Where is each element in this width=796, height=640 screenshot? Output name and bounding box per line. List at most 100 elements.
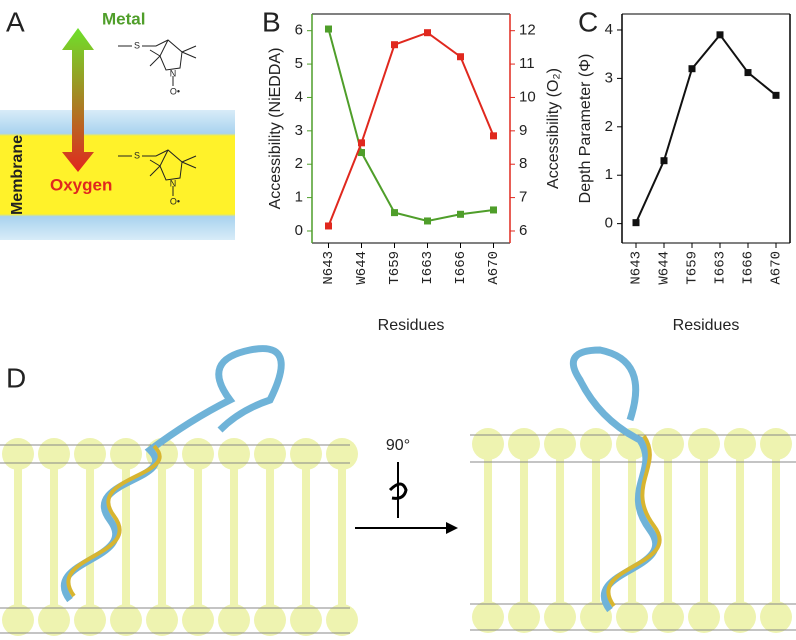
series-line	[635, 33, 777, 224]
lipid-head	[724, 601, 756, 633]
x-tick-label: I663	[420, 251, 436, 285]
x-tick-label: W644	[657, 251, 673, 285]
lipid-head	[218, 604, 250, 636]
x-tick-label: T659	[685, 251, 701, 285]
y2-axis-label: Accessibility (O₂)	[545, 68, 562, 189]
x-tick-label: I663	[713, 251, 729, 285]
y-tick-label: 0	[605, 215, 613, 232]
y-tick-label: 6	[295, 22, 303, 39]
lipid-head	[472, 601, 504, 633]
data-point	[325, 25, 332, 33]
protein-helix	[60, 345, 285, 603]
lipid-head	[760, 601, 792, 633]
lipid-head	[724, 428, 756, 460]
x-tick-label: I666	[741, 251, 757, 285]
lipid-head	[182, 438, 214, 470]
y-tick-label: 5	[295, 55, 303, 72]
membrane-label: Membrane	[9, 135, 26, 215]
y2-tick-label: 9	[519, 122, 527, 139]
lipid-head	[508, 601, 540, 633]
data-point	[660, 157, 668, 165]
y2-tick-label: 8	[519, 155, 527, 172]
x-tick-label: A670	[769, 251, 785, 285]
data-point	[424, 217, 431, 225]
atom: S	[134, 150, 140, 160]
x-tick-label: W644	[354, 251, 370, 285]
y-tick-label: 0	[295, 222, 303, 239]
lipid-head	[182, 604, 214, 636]
oxygen-label: Oxygen	[50, 175, 112, 194]
x-tick-label: T659	[387, 251, 403, 285]
panel-label: B	[262, 6, 281, 37]
lipid-head	[290, 438, 322, 470]
y2-tick-label: 11	[519, 55, 535, 72]
lipid-head	[146, 604, 178, 636]
x-axis-label: Residues	[378, 317, 445, 334]
lipid-head	[254, 604, 286, 636]
y-tick-label: 2	[295, 155, 303, 172]
y2-tick-label: 12	[519, 22, 536, 39]
y-axis-label: Accessibility (NiEDDA)	[267, 48, 284, 210]
data-point	[490, 132, 497, 140]
x-tick-label: A670	[486, 251, 502, 285]
lipid-head	[38, 604, 70, 636]
lipid-head	[326, 604, 358, 636]
y-tick-label: 3	[605, 69, 613, 86]
structure	[118, 39, 197, 196]
data-point	[358, 139, 365, 147]
y-tick-label: 4	[605, 21, 613, 38]
series-line	[327, 28, 494, 222]
protein-helix	[606, 434, 662, 608]
panel-label: C	[578, 6, 598, 37]
data-point	[772, 91, 780, 99]
rotation-icon	[388, 482, 408, 500]
lipid-head	[110, 604, 142, 636]
lipid-head	[254, 438, 286, 470]
atom: O•	[170, 86, 180, 96]
structure-atoms: S N O• S N O•	[134, 40, 180, 206]
atom: N	[170, 68, 177, 78]
panel-label: D	[6, 362, 26, 393]
x-tick-label: N643	[321, 251, 337, 285]
data-point	[688, 65, 696, 73]
lipid-head	[652, 428, 684, 460]
data-point	[632, 219, 640, 227]
arrow-head	[446, 522, 458, 534]
x-tick-label: I666	[453, 251, 469, 285]
metal-label: Metal	[102, 9, 145, 28]
y-tick-label: 2	[605, 118, 613, 135]
data-point	[325, 222, 332, 230]
arrow	[62, 28, 94, 172]
protein-helix	[66, 444, 162, 598]
y-axis-label: Depth Parameter (Φ)	[577, 54, 594, 204]
atom: S	[134, 40, 140, 50]
data-point	[391, 41, 398, 49]
panel-label: A	[6, 6, 25, 37]
lipid-head	[652, 601, 684, 633]
lipid-head	[74, 604, 106, 636]
lipid-head	[688, 428, 720, 460]
y-tick-label: 3	[295, 122, 303, 139]
lipid-head	[2, 604, 34, 636]
lipid-head	[472, 428, 504, 460]
lipid-head	[544, 428, 576, 460]
lipid-head	[290, 604, 322, 636]
membrane	[0, 110, 235, 240]
y2-tick-label: 10	[519, 88, 536, 105]
series-line	[327, 31, 495, 227]
lipid-head	[2, 438, 34, 470]
data-point	[424, 29, 431, 37]
y2-tick-label: 7	[519, 189, 527, 206]
lipid-head	[38, 438, 70, 470]
data-point	[391, 209, 398, 217]
lipid-head	[326, 438, 358, 470]
lipid-head	[74, 438, 106, 470]
data-point	[457, 53, 464, 61]
x-tick-label: N643	[629, 251, 645, 285]
lipid-head	[580, 428, 612, 460]
lipid-head	[580, 601, 612, 633]
lipid-head	[688, 601, 720, 633]
data-point	[716, 31, 724, 39]
lipid-head	[760, 428, 792, 460]
lipid-head	[544, 601, 576, 633]
